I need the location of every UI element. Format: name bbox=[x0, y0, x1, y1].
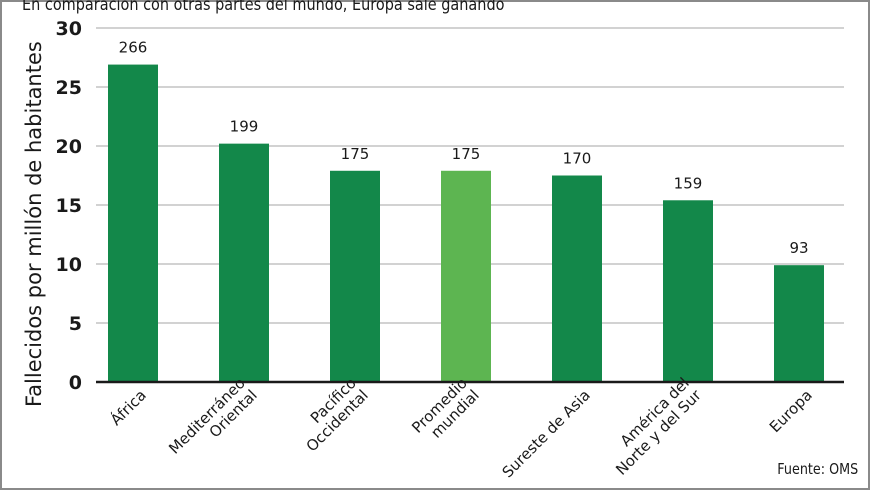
bar bbox=[330, 170, 380, 382]
y-tick-label: 0 bbox=[69, 372, 82, 394]
data-label: 175 bbox=[452, 145, 481, 163]
data-label: 159 bbox=[674, 174, 703, 192]
y-tick-label: 10 bbox=[56, 254, 82, 276]
y-tick-label: 20 bbox=[56, 136, 82, 158]
x-tick-label: África bbox=[106, 385, 150, 429]
source-note: Fuente: OMS bbox=[777, 460, 858, 478]
data-label: 266 bbox=[119, 39, 148, 57]
chart-subtitle: En comparación con otras partes del mund… bbox=[22, 0, 505, 15]
bar bbox=[663, 200, 713, 382]
bar bbox=[552, 175, 602, 382]
y-tick-label: 5 bbox=[69, 313, 82, 335]
data-label: 175 bbox=[341, 145, 370, 163]
bar bbox=[774, 265, 824, 382]
data-label: 93 bbox=[789, 239, 808, 257]
bar bbox=[108, 64, 158, 382]
x-tick-label-line: África bbox=[106, 385, 150, 429]
bar bbox=[441, 170, 491, 382]
data-label: 199 bbox=[230, 118, 259, 136]
bar bbox=[219, 143, 269, 382]
x-tick-label-line: Europa bbox=[766, 386, 816, 436]
x-tick-label-line: Sureste de Asia bbox=[499, 386, 594, 481]
x-tick-label: Europa bbox=[766, 386, 816, 436]
y-tick-label: 25 bbox=[56, 77, 82, 99]
data-label: 170 bbox=[563, 150, 592, 168]
y-tick-label: 15 bbox=[56, 195, 82, 217]
y-tick-label: 30 bbox=[56, 18, 82, 40]
x-tick-label: Sureste de Asia bbox=[499, 386, 594, 481]
